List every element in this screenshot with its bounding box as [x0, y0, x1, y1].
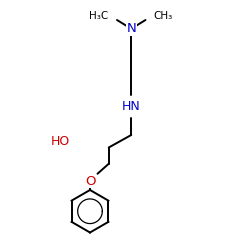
Text: O: O: [85, 175, 95, 188]
Text: H₃C: H₃C: [90, 11, 109, 21]
Text: HN: HN: [122, 100, 141, 113]
Text: HO: HO: [51, 135, 70, 148]
Text: CH₃: CH₃: [154, 11, 173, 21]
Text: N: N: [126, 22, 136, 35]
